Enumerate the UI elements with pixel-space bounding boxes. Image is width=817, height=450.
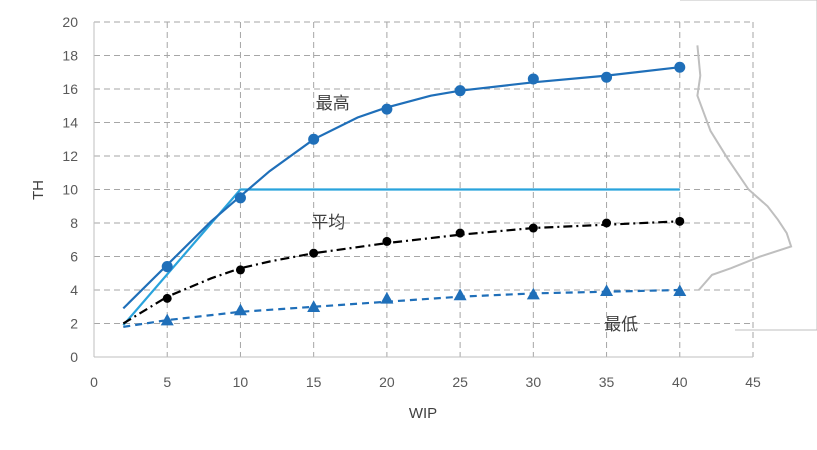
data-point-max: [674, 61, 686, 73]
y-tick-label: 12: [62, 148, 78, 164]
axes: [93, 22, 753, 358]
capacity-line: [122, 188, 680, 326]
y-tick-label: 14: [62, 115, 78, 131]
data-point-max: [601, 71, 613, 83]
x-tick-label: 40: [672, 374, 688, 390]
y-tick-label: 10: [62, 182, 78, 198]
series-annotation: 最高: [316, 94, 350, 114]
data-point-min: [600, 284, 614, 297]
data-point-min: [307, 300, 321, 312]
data-point-max: [161, 261, 173, 273]
x-tick-label: 5: [163, 374, 171, 390]
data-point-max: [454, 85, 466, 97]
y-tick-label: 20: [62, 14, 78, 30]
x-tick-label: 0: [90, 374, 98, 390]
series-annotation: 最低: [604, 315, 638, 335]
y-tick-label: 16: [62, 81, 78, 97]
data-point-avg: [602, 218, 612, 228]
x-tick-labels: 0 5 10 15 20 25 30 35 40 45: [90, 374, 761, 390]
data-point-min: [453, 288, 467, 301]
data-point-avg: [528, 223, 538, 233]
data-point-max: [234, 192, 246, 204]
x-tick-label: 35: [599, 374, 615, 390]
x-tick-label: 30: [526, 374, 542, 390]
data-point-avg: [675, 216, 685, 226]
data-point-avg: [382, 236, 392, 246]
data-point-min: [673, 284, 687, 297]
data-point-min: [233, 303, 247, 316]
data-point-avg: [235, 265, 245, 275]
y-axis-label: TH: [30, 180, 47, 200]
data-point-max: [308, 133, 320, 145]
distribution-frame: [680, 0, 817, 331]
data-point-min: [526, 287, 540, 300]
x-tick-label: 10: [233, 374, 249, 390]
y-tick-label: 18: [62, 48, 78, 64]
distribution-curve: [696, 45, 793, 291]
y-tick-label: 4: [70, 282, 78, 298]
series-group: [122, 61, 687, 328]
y-tick-labels: 0 2 4 6 8 10 12 14 16 18 20: [62, 14, 78, 365]
x-tick-label: 25: [452, 374, 468, 390]
series-annotation: 平均: [311, 213, 345, 233]
x-tick-label: 20: [379, 374, 395, 390]
data-point-max: [381, 103, 393, 115]
x-axis-label: WIP: [409, 405, 437, 422]
data-point-avg: [309, 248, 319, 258]
data-point-min: [380, 291, 394, 304]
data-point-avg: [455, 228, 465, 238]
y-tick-label: 8: [70, 215, 78, 231]
x-tick-label: 15: [306, 374, 322, 390]
data-point-min: [160, 313, 174, 326]
y-tick-label: 6: [70, 249, 78, 265]
distribution-curve-group: [696, 45, 793, 291]
data-point-max: [527, 73, 539, 85]
data-point-avg: [162, 293, 172, 303]
y-tick-label: 2: [70, 316, 78, 332]
y-tick-label: 0: [70, 349, 78, 365]
x-tick-label: 45: [745, 374, 761, 390]
